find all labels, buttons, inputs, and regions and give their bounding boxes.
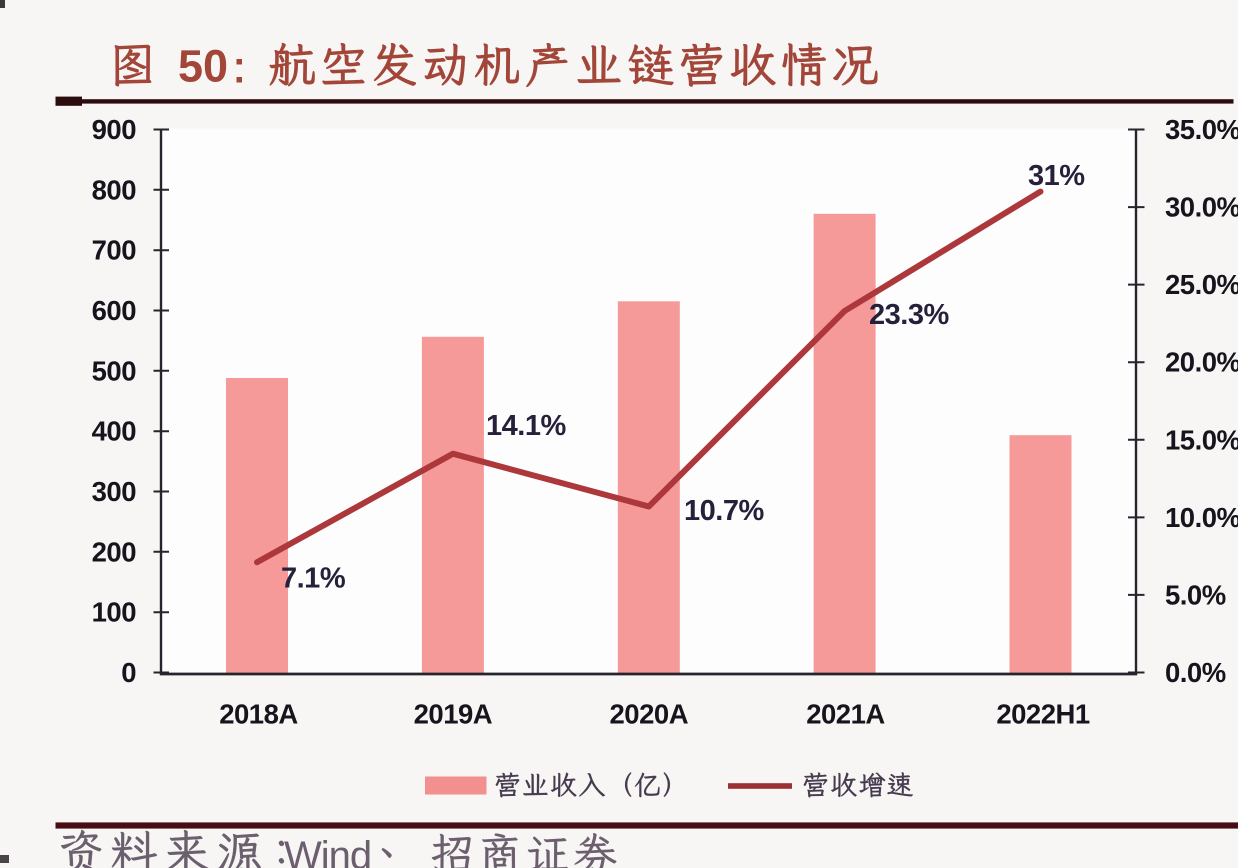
svg-text:100: 100 bbox=[92, 597, 137, 628]
svg-text:5.0%: 5.0% bbox=[1165, 579, 1226, 610]
svg-text:15.0%: 15.0% bbox=[1165, 424, 1238, 455]
svg-text:35.0%: 35.0% bbox=[1165, 114, 1238, 145]
svg-text:2021A: 2021A bbox=[806, 699, 885, 730]
svg-text:7.1%: 7.1% bbox=[281, 563, 346, 595]
svg-text:600: 600 bbox=[92, 295, 137, 326]
svg-text:31%: 31% bbox=[1028, 160, 1085, 192]
svg-text:700: 700 bbox=[92, 235, 137, 266]
svg-text:Wind: Wind bbox=[284, 834, 371, 868]
svg-text:800: 800 bbox=[92, 174, 137, 205]
svg-text:200: 200 bbox=[92, 536, 137, 567]
svg-text:50: 50 bbox=[178, 41, 228, 92]
svg-text:23.3%: 23.3% bbox=[869, 299, 949, 331]
svg-text:14.1%: 14.1% bbox=[486, 410, 566, 442]
svg-text:10.0%: 10.0% bbox=[1165, 502, 1238, 533]
svg-text:400: 400 bbox=[92, 416, 137, 447]
svg-text:500: 500 bbox=[92, 355, 137, 386]
svg-text:2019A: 2019A bbox=[414, 699, 493, 730]
svg-text:0.0%: 0.0% bbox=[1165, 657, 1226, 688]
svg-text:2020A: 2020A bbox=[610, 699, 689, 730]
svg-text:10.7%: 10.7% bbox=[684, 495, 764, 527]
svg-text:2018A: 2018A bbox=[219, 699, 298, 730]
svg-text:20.0%: 20.0% bbox=[1165, 347, 1238, 378]
svg-text:2022H1: 2022H1 bbox=[996, 699, 1090, 730]
svg-text:900: 900 bbox=[92, 114, 137, 145]
svg-text:30.0%: 30.0% bbox=[1165, 192, 1238, 223]
svg-text:300: 300 bbox=[92, 476, 137, 507]
svg-text:25.0%: 25.0% bbox=[1165, 269, 1238, 300]
svg-text:0: 0 bbox=[121, 657, 136, 688]
